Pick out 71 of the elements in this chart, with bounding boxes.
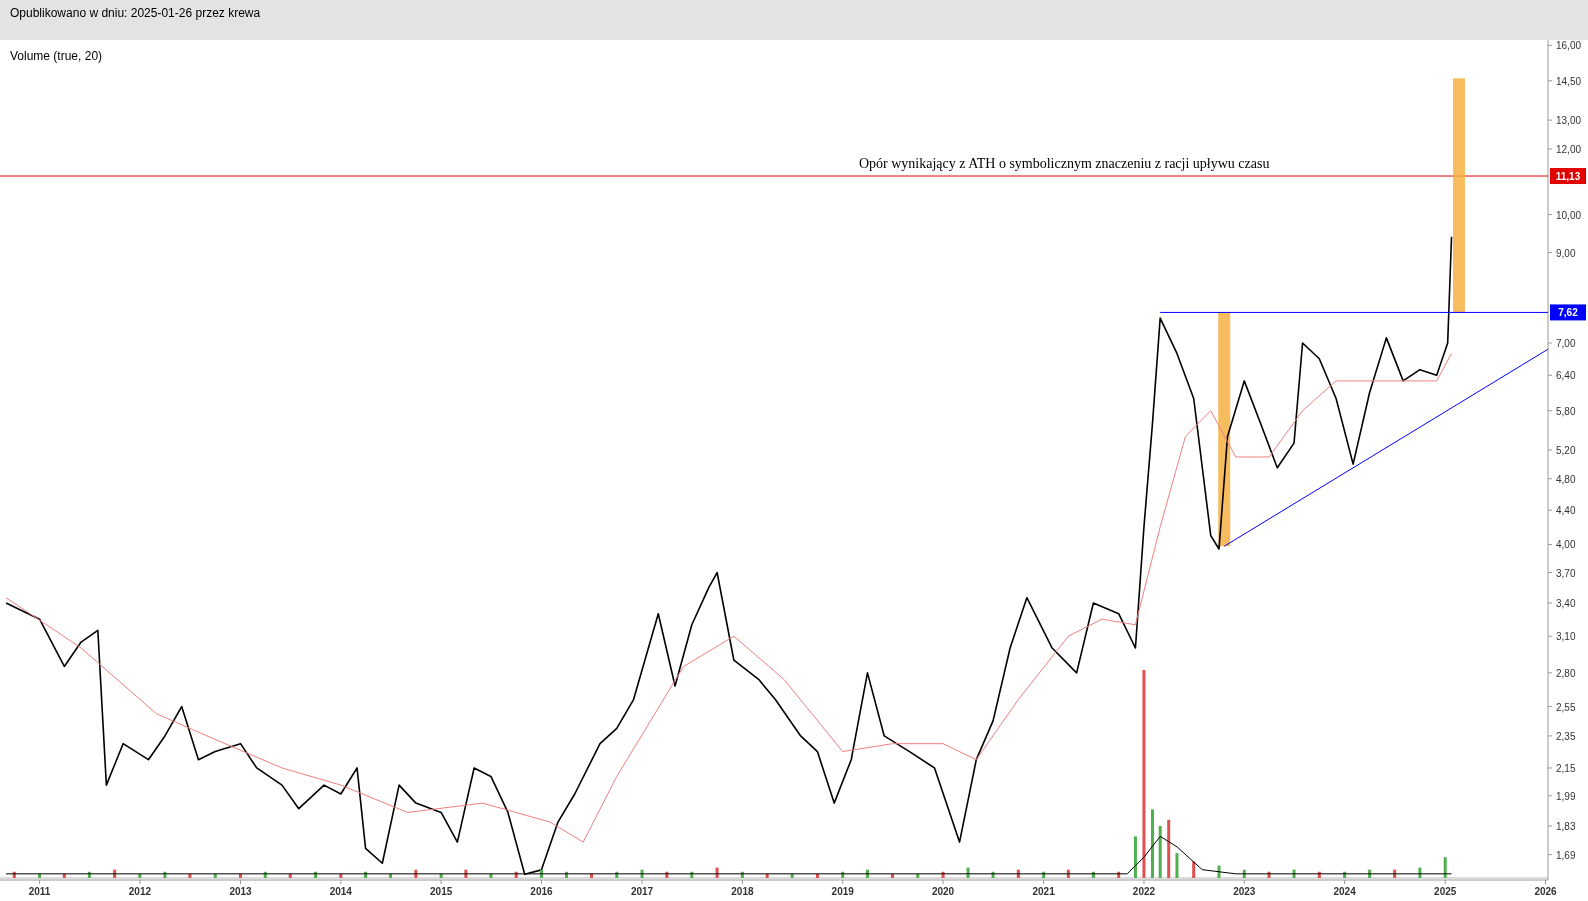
x-tick-label: 2016 [530,886,554,897]
bar [1175,853,1179,878]
bar [1133,836,1137,878]
bar [765,873,769,878]
bar [1150,809,1154,878]
y-tick-label: 2,80 [1556,667,1576,679]
y-tick-label: 1,83 [1556,820,1576,832]
x-tick-label: 2020 [931,886,955,897]
line-series [5,236,1453,876]
x-tick-label: 2013 [229,886,253,897]
y-tick-label: 7,00 [1556,337,1576,349]
x-tick-label: 2021 [1032,886,1056,897]
bar [1443,857,1447,878]
bar [1158,826,1162,878]
y-tick-label: 1,99 [1556,790,1576,802]
bar [1167,819,1171,878]
y-tick-label: 5,20 [1556,444,1576,456]
y-tick-label: 6,40 [1556,370,1576,382]
bar [138,873,142,878]
x-tick-label: 2023 [1233,886,1256,897]
y-tick-label: 1,69 [1556,849,1576,861]
x-tick-label: 2018 [731,886,754,897]
bar [288,873,292,878]
x-tick-label: 2011 [28,886,51,897]
y-tick-label: 2,55 [1556,701,1576,713]
x-tick-label: 2019 [831,886,855,897]
bar [916,873,920,878]
x-tick-label: 2014 [329,886,353,897]
y-tick-label: 4,00 [1556,539,1576,551]
x-tick-label: 2015 [430,886,453,897]
chart-title: Opublikowano w dniu: 2025-01-26 przez krewa [10,6,261,20]
y-tick-label: 2,35 [1556,730,1576,742]
y-tick-label: 13,00 [1556,115,1582,127]
y-tick-label: 12,00 [1556,143,1582,155]
x-tick-label: 2022 [1132,886,1156,897]
bar [389,873,393,878]
y-tick-label: 10,00 [1556,209,1582,221]
y-tick-label: 3,10 [1556,631,1576,643]
y-tick-label: 16,00 [1556,40,1582,52]
annotation: Opór wynikający z ATH o symbolicznym znaczeniu z racji upływu czasu [858,156,1270,172]
chart-title: Volume (true, 20) [10,49,103,63]
y-tick-label: 9,00 [1556,247,1576,259]
y-tick-label: 2,15 [1556,762,1576,774]
x-tick-label: 2024 [1333,886,1357,897]
bar [815,873,819,878]
x-tick-label: 2012 [128,886,152,897]
y-tick-label: 3,70 [1556,567,1576,579]
bar [339,873,343,878]
y-tick-label: 14,50 [1556,75,1582,87]
x-tick-label: 2017 [630,886,654,897]
bar [890,873,894,878]
bar [213,873,217,878]
bar [589,873,593,878]
bar [439,873,443,878]
ref-line-label: 11,13 [1555,171,1581,183]
x-tick-label: 2025 [1434,886,1457,897]
bar [1142,670,1146,878]
bar [790,873,794,878]
bar [239,873,242,878]
bar [188,873,192,878]
y-tick-label: 3,40 [1556,597,1576,609]
bar [1192,861,1196,878]
y-tick-label: 4,40 [1556,505,1576,517]
bar [489,873,493,878]
line-series [5,352,1453,843]
x-tick-label: 2026 [1534,886,1558,897]
data-label: 7,62 [1558,307,1579,319]
y-tick-label: 5,80 [1556,405,1576,417]
bar [38,873,42,878]
y-tick-label: 4,80 [1556,473,1576,485]
bar [62,873,66,878]
